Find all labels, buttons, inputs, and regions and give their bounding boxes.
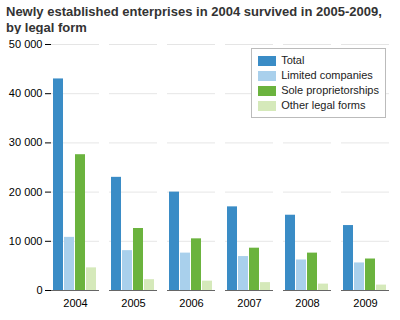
html-text:Newly established enterprises: Newly established enterprises in 2004 su… <box>6 4 382 35</box>
svg-text:2009: 2009 <box>353 297 377 309</box>
svg-text:20 000: 20 000 <box>9 186 43 198</box>
html-text:Other legal forms: Other legal forms <box>281 99 366 111</box>
svg-text:2007: 2007 <box>237 297 261 309</box>
svg-text:2006: 2006 <box>179 297 203 309</box>
svg-text:2008: 2008 <box>295 297 319 309</box>
svg-text:30 000: 30 000 <box>9 136 43 148</box>
html-text:Limited companies: Limited companies <box>281 69 373 81</box>
svg-text:2004: 2004 <box>63 297 87 309</box>
html-text:Sole proprietorships: Sole proprietorships <box>281 84 379 96</box>
svg-text:0: 0 <box>36 284 42 296</box>
svg-text:50 000: 50 000 <box>9 38 43 50</box>
svg-text:10 000: 10 000 <box>9 235 43 247</box>
svg-text:40 000: 40 000 <box>9 87 43 99</box>
svg-text:2005: 2005 <box>121 297 145 309</box>
html-text:Total: Total <box>281 54 305 66</box>
